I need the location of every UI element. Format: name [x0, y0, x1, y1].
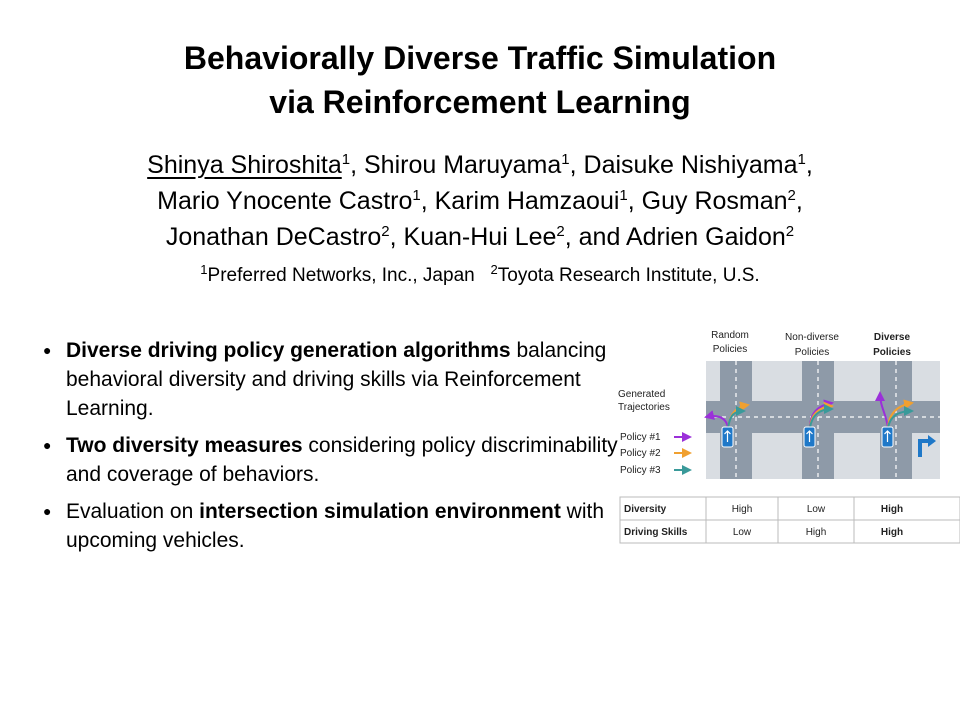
author-line-2: Mario Ynocente Castro1, Karim Hamzaoui1,…: [0, 183, 960, 219]
road-background: [706, 361, 940, 479]
author-affil-sup: 1: [619, 187, 628, 204]
bullet-item: ● Diverse driving policy generation algo…: [40, 336, 620, 423]
col-header-nondiverse-2: Policies: [795, 347, 829, 358]
author-name: Jonathan DeCastro: [165, 223, 382, 251]
author-sep: , and: [564, 223, 626, 251]
author-name: Mario Ynocente Castro: [157, 187, 413, 215]
policy-legend-label: Policy #2: [620, 448, 661, 459]
author-sep: ,: [350, 151, 364, 179]
author-name: Adrien Gaidon: [625, 223, 786, 251]
block: [834, 361, 880, 401]
turn-right-icon: [918, 439, 930, 457]
generated-label-2: Trajectories: [618, 402, 670, 413]
col-header-random-1: Random: [711, 330, 749, 341]
bullet-dot-icon: ●: [43, 342, 52, 358]
title-line-1: Behaviorally Diverse Traffic Simulation: [183, 40, 777, 76]
author-affil-sup: 1: [561, 151, 570, 168]
policy-legend-label: Policy #1: [620, 432, 661, 443]
author-name: Karim Hamzaoui: [434, 187, 620, 215]
car-arrow-icon: [884, 430, 891, 442]
author-name: Kuan-Hui Lee: [403, 223, 557, 251]
affil-sup: 1: [200, 262, 208, 277]
block: [834, 433, 880, 479]
trajectory-policy3: [887, 406, 914, 429]
bullet-dot-icon: ●: [43, 503, 52, 519]
figure-svg: Random Policies Non-diverse Policies Div…: [618, 330, 960, 544]
policy-legend-label: Policy #3: [620, 465, 661, 476]
table-cell: High: [806, 527, 827, 538]
author-affil-sup: 1: [341, 151, 351, 168]
table-row-label: Driving Skills: [624, 527, 688, 538]
col-header-nondiverse-1: Non-diverse: [785, 332, 839, 343]
block: [752, 433, 802, 479]
turn-right-arrowhead-icon: [928, 435, 936, 447]
trajectory-policy1: [704, 410, 729, 429]
title-line-2: via Reinforcement Learning: [269, 84, 691, 120]
trajectory-policy3: [727, 406, 746, 429]
generated-label-1: Generated: [618, 389, 665, 400]
author-sep: ,: [569, 151, 584, 179]
affil-text: Toyota Research Institute, U.S.: [497, 265, 760, 286]
author-affil-sup: 1: [797, 151, 806, 168]
table-cell: High: [732, 504, 753, 515]
bullet-text: Evaluation on: [66, 500, 200, 523]
table-cell: High: [881, 504, 903, 515]
method-figure: Random Policies Non-diverse Policies Div…: [614, 323, 960, 547]
author-sep: ,: [627, 187, 642, 215]
author-line-1: Shinya Shiroshita1, Shirou Maruyama1, Da…: [0, 147, 960, 183]
table-cell: Low: [807, 504, 826, 515]
author-name: Shirou Maruyama: [363, 151, 562, 179]
col-header-random-2: Policies: [713, 344, 747, 355]
car-arrow-icon: [806, 430, 813, 442]
author-list: Shinya Shiroshita1, Shirou Maruyama1, Da…: [0, 147, 960, 255]
author-affil-sup: 2: [556, 223, 565, 240]
block: [752, 361, 802, 401]
block: [706, 361, 720, 401]
summary-bullets: ● Diverse driving policy generation algo…: [40, 336, 620, 563]
author-affil-sup: 2: [381, 223, 390, 240]
affil-text: Preferred Networks, Inc., Japan: [207, 265, 475, 286]
table-cell: Low: [733, 527, 752, 538]
bullet-bold: Diverse driving policy generation algori…: [66, 339, 511, 362]
paper-title: Behaviorally Diverse Traffic Simulation …: [0, 36, 960, 124]
author-affil-sup: 2: [787, 187, 796, 204]
results-table: [619, 496, 960, 544]
bullet-dot-icon: ●: [43, 437, 52, 453]
trajectory-policy3: [809, 404, 834, 429]
bullet-text: balancing behavioral diversity and drivi…: [66, 339, 607, 420]
author-line-3: Jonathan DeCastro2, Kuan-Hui Lee2, and A…: [0, 219, 960, 255]
bullet-text: considering policy discriminability and …: [66, 434, 618, 486]
author-name: Daisuke Nishiyama: [583, 151, 798, 179]
bullet-item: ● Two diversity measures considering pol…: [40, 431, 620, 489]
col-header-diverse-1: Diverse: [874, 332, 911, 343]
author-affil-sup: 1: [412, 187, 421, 204]
affil-sup: 2: [490, 262, 498, 277]
affiliations: 1Preferred Networks, Inc., Japan 2Toyota…: [0, 263, 960, 289]
table-cell: High: [881, 527, 903, 538]
bullet-item: ● Evaluation on intersection simulation …: [40, 497, 620, 555]
table-row-label: Diversity: [624, 504, 667, 515]
block: [706, 433, 720, 479]
block: [912, 361, 940, 401]
author-sep: ,: [805, 151, 813, 179]
author-sep: ,: [795, 187, 803, 215]
author-affil-sup: 2: [785, 223, 795, 240]
author-name: Shinya Shiroshita: [147, 151, 342, 179]
bullet-bold: Two diversity measures: [66, 434, 303, 457]
author-name: Guy Rosman: [641, 187, 788, 215]
bullet-bold: intersection simulation environment: [199, 500, 561, 523]
car-arrow-icon: [724, 430, 731, 442]
col-header-diverse-2: Policies: [873, 347, 911, 358]
bullet-text: with upcoming vehicles.: [66, 500, 605, 552]
author-sep: ,: [420, 187, 435, 215]
author-sep: ,: [389, 223, 404, 251]
